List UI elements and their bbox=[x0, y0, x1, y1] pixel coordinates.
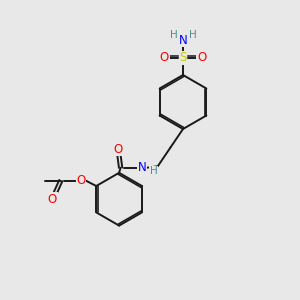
Text: H: H bbox=[169, 30, 177, 40]
Text: H: H bbox=[150, 166, 158, 176]
Text: O: O bbox=[160, 51, 169, 64]
Text: O: O bbox=[48, 193, 57, 206]
Text: N: N bbox=[178, 34, 188, 47]
Text: O: O bbox=[114, 142, 123, 156]
Text: S: S bbox=[179, 51, 187, 64]
Text: O: O bbox=[197, 51, 206, 64]
Text: O: O bbox=[76, 174, 86, 187]
Text: N: N bbox=[138, 161, 147, 174]
Text: H: H bbox=[189, 30, 196, 40]
